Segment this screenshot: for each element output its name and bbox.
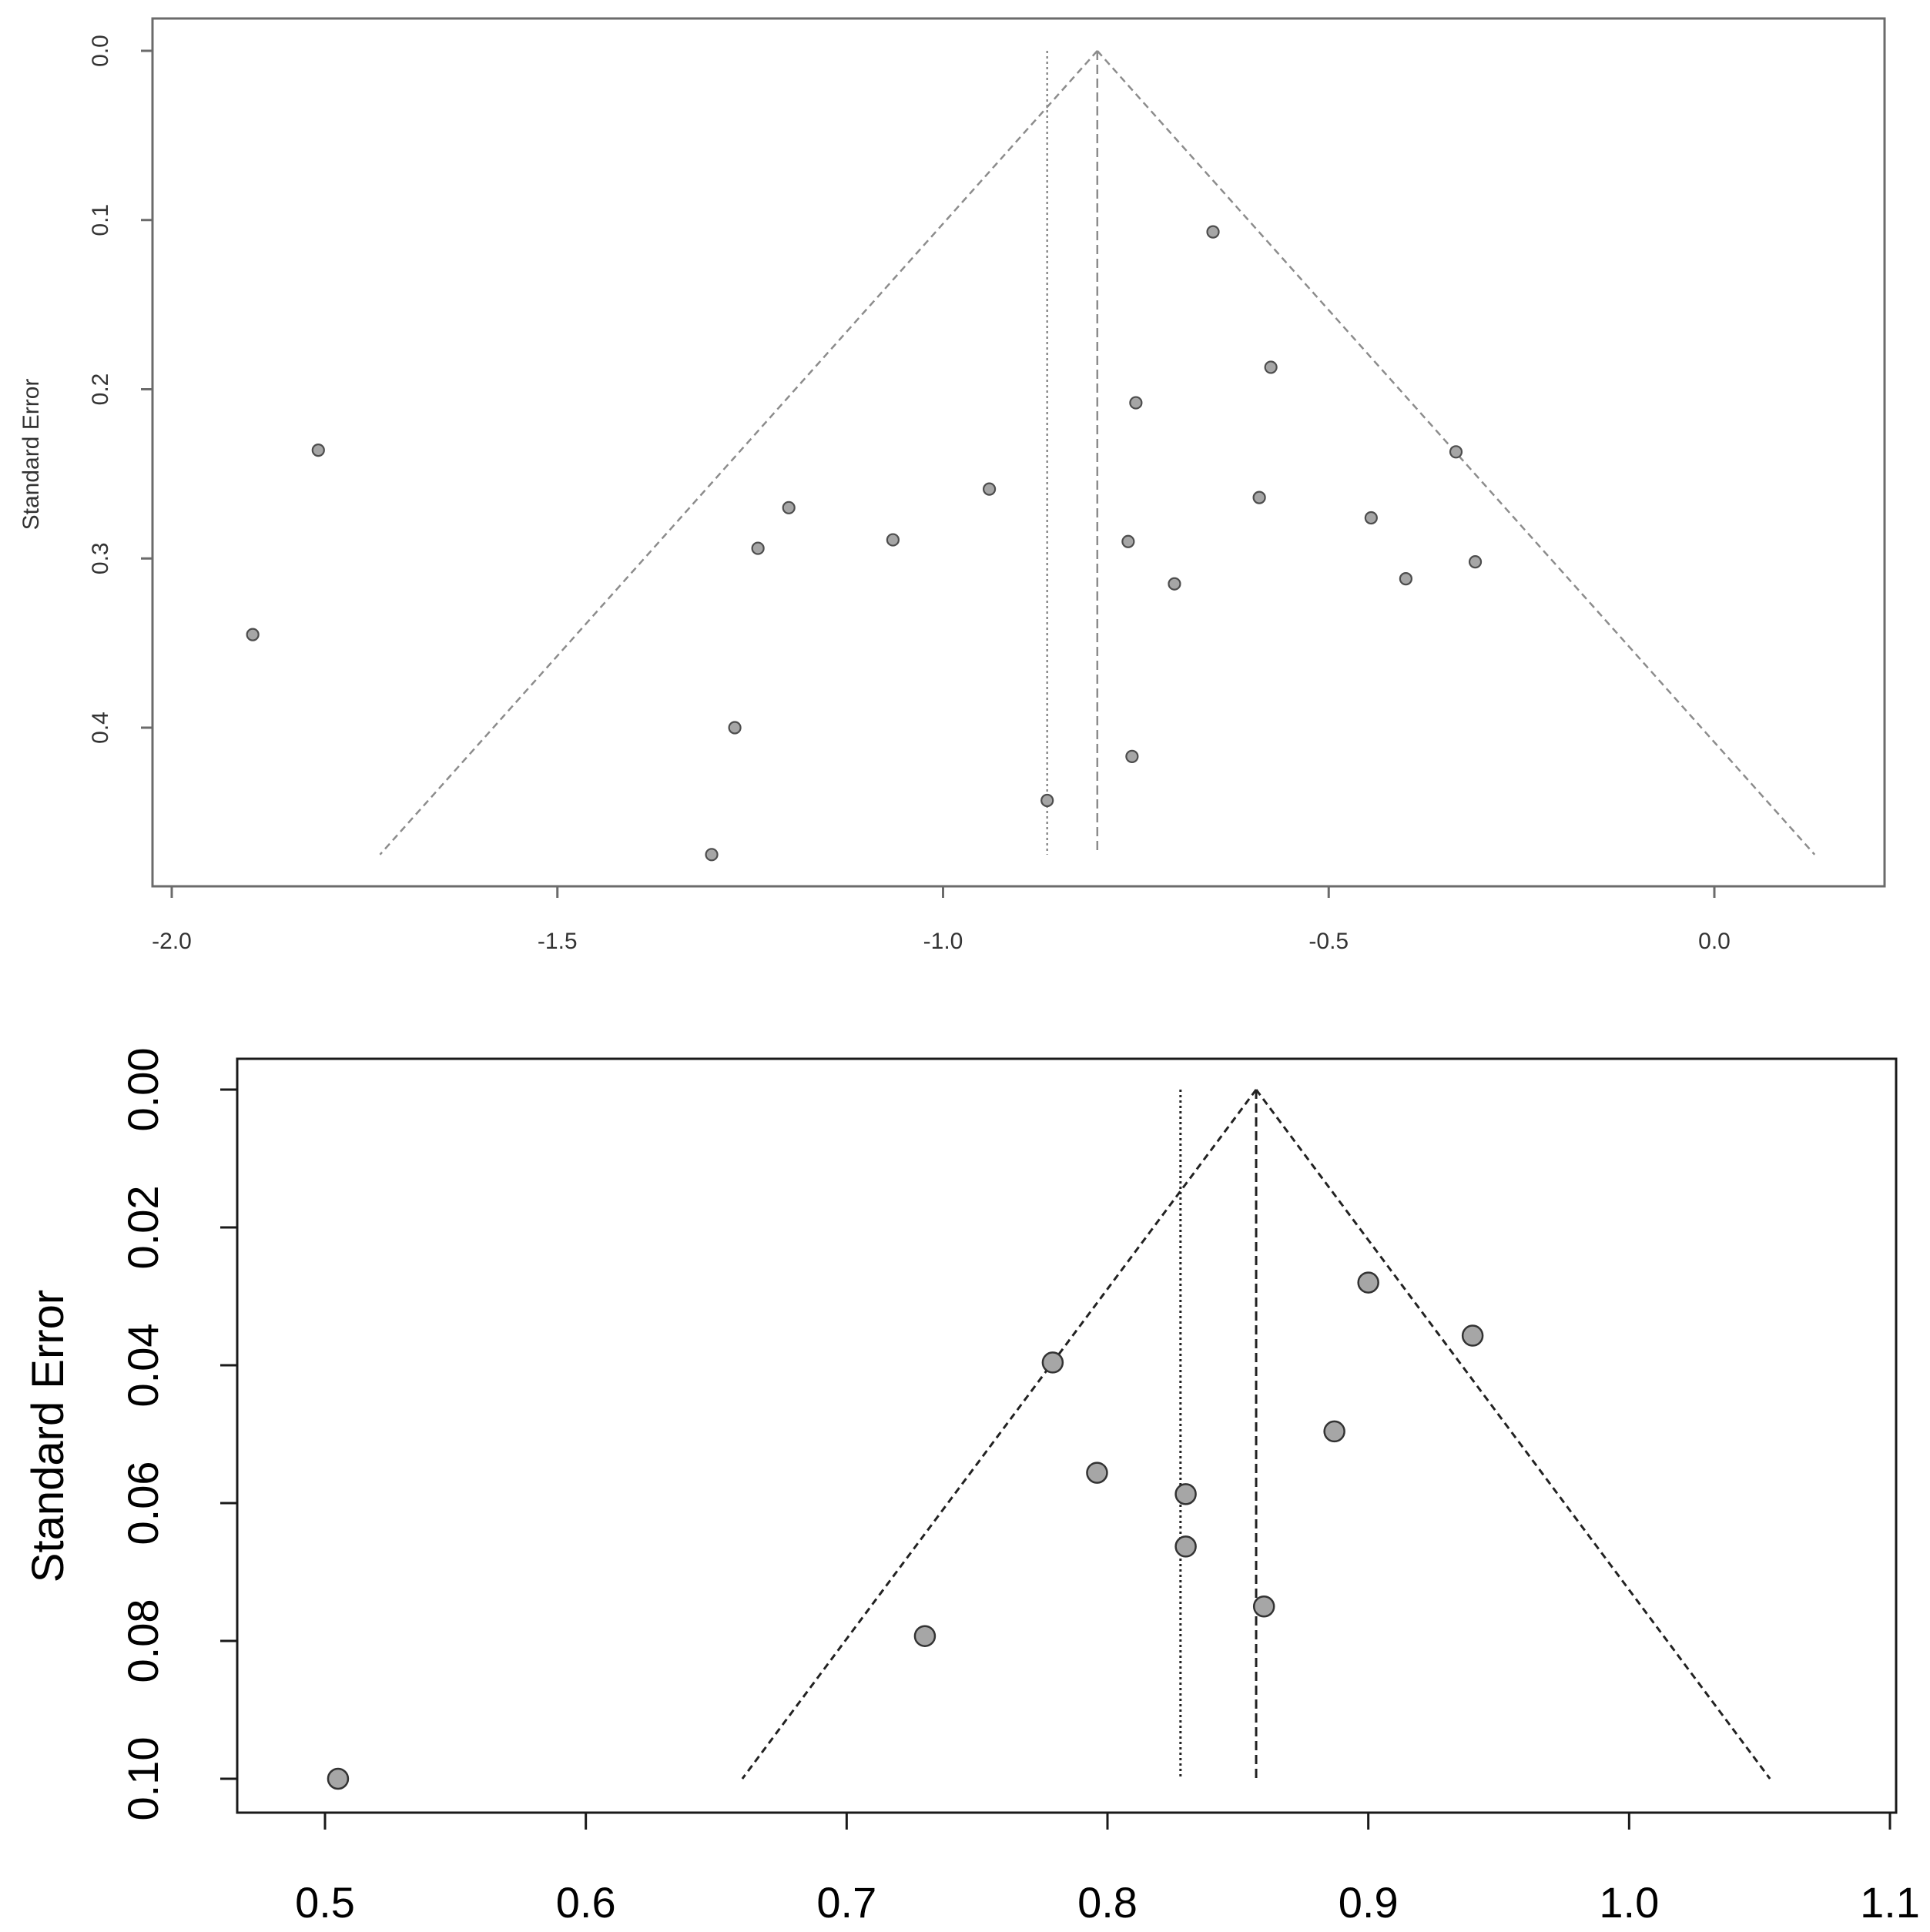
study-point: [1323, 1420, 1345, 1443]
study-point: [913, 1625, 937, 1647]
study-point: [1174, 1535, 1197, 1558]
y-axis-label: Standard Error: [23, 1290, 73, 1582]
y-tick-label: 0.08: [119, 1599, 167, 1683]
study-point: [1461, 1324, 1484, 1347]
funnel-plot-bottom: Standard Error 0.5 0.6 0.7 0.8 0.9 1.0 1.1 0.00…: [23, 1048, 1920, 1927]
y-tick-label: 0.06: [119, 1462, 167, 1545]
x-tick-label: 0.9: [1339, 1878, 1399, 1927]
x-tick-label: 0.6: [556, 1878, 616, 1927]
study-point: [1040, 793, 1054, 808]
funnel-left-line: [379, 50, 1098, 856]
study-point: [1252, 1595, 1275, 1618]
study-point: [1357, 1271, 1379, 1294]
plot-frame: [151, 17, 1886, 888]
y-tick-label: 0.00: [119, 1048, 167, 1132]
y-axis-label: Standard Error: [18, 379, 44, 531]
plot-frame: [236, 1057, 1898, 1814]
y-tick-label: 0.4: [88, 712, 113, 744]
y-tick-label: 0.3: [88, 542, 113, 574]
funnel-right-line: [1255, 1089, 1771, 1780]
study-point: [1206, 225, 1220, 239]
y-tick-label: 0.1: [88, 204, 113, 236]
y-tick-label: 0.04: [119, 1324, 167, 1408]
x-tick-label: 0.7: [816, 1878, 876, 1927]
study-point: [1264, 360, 1278, 374]
x-tick-label: 0.0: [1698, 929, 1731, 954]
study-point: [751, 541, 765, 555]
study-point: [1174, 1483, 1197, 1505]
y-tick-label: 0.02: [119, 1186, 167, 1270]
study-point: [1125, 749, 1139, 763]
study-point: [728, 721, 742, 735]
study-point: [1041, 1351, 1064, 1374]
y-tick-label: 0.10: [119, 1737, 167, 1821]
study-point: [1399, 572, 1413, 586]
study-point: [1468, 555, 1483, 569]
study-point: [1168, 577, 1181, 591]
x-tick-label: -1.0: [923, 929, 963, 954]
study-point: [782, 501, 796, 514]
funnel-right-line: [1096, 50, 1816, 856]
y-tick-label: 0.2: [88, 373, 113, 406]
study-point: [311, 444, 325, 457]
x-tick-label: 0.8: [1077, 1878, 1138, 1927]
x-tick-label: 1.1: [1860, 1878, 1920, 1927]
study-point: [246, 628, 260, 641]
study-point: [705, 848, 719, 862]
x-tick-label: 1.0: [1599, 1878, 1659, 1927]
study-point: [1121, 534, 1135, 548]
study-point: [1129, 396, 1143, 410]
x-tick-label: 0.5: [295, 1878, 355, 1927]
study-point: [982, 482, 997, 496]
study-point: [1252, 491, 1266, 504]
y-tick-label: 0.0: [88, 35, 113, 67]
x-tick-label: -2.0: [152, 929, 192, 954]
x-tick-label: -0.5: [1308, 929, 1349, 954]
funnel-left-line: [741, 1089, 1258, 1780]
study-point: [1086, 1462, 1108, 1484]
study-point: [886, 533, 900, 547]
funnel-plot-top: Standard Error -2.0 -1.5 -1.0 -0.5 0.0 0.0 0.1…: [18, 17, 1886, 954]
study-point: [1364, 511, 1378, 525]
study-point: [327, 1767, 350, 1790]
x-tick-label: -1.5: [538, 929, 578, 954]
study-point: [1449, 445, 1463, 459]
